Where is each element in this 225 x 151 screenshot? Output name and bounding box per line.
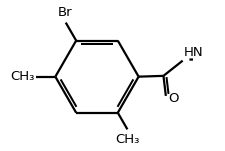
Text: CH₃: CH₃ bbox=[10, 70, 34, 83]
Text: CH₃: CH₃ bbox=[115, 133, 139, 146]
Text: O: O bbox=[168, 92, 178, 105]
Text: Br: Br bbox=[57, 6, 72, 19]
Text: HN: HN bbox=[183, 46, 202, 59]
